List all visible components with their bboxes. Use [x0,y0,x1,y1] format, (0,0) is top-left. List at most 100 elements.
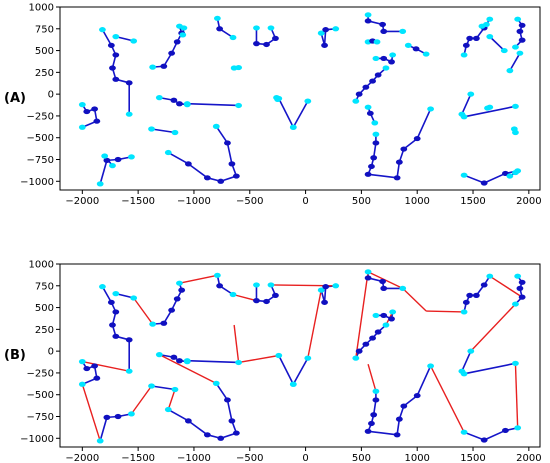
route-node [380,285,388,291]
route-endpoint [229,291,237,298]
x-tick-label: −2000 [65,453,99,463]
route-edge [489,36,505,52]
route-edge [187,102,239,107]
route-node [178,287,186,293]
route-node [370,412,378,418]
route-node [93,118,101,124]
route-endpoint [486,34,494,40]
route-node [395,416,403,422]
route-edge [463,431,485,441]
route-edge [292,357,309,385]
route-endpoint [125,368,133,374]
route-endpoint [373,39,381,45]
route-node [374,329,382,335]
route-endpoint [332,26,340,32]
route-node [168,307,176,313]
route-endpoint [130,38,138,44]
route-endpoint [148,126,155,132]
route-node [412,46,420,52]
route-node [224,397,231,403]
route-endpoint [112,34,120,40]
route-endpoint [128,411,135,417]
route-node [83,108,91,115]
route-node [364,18,372,24]
panel-b: (B) −2000 −1500 −1000 −500 0 500 1000 1500 2000 1… [4,260,542,463]
route-edge [151,128,176,134]
route-endpoint [213,272,221,278]
x-tick-label: 2000 [516,196,541,207]
route-endpoint [267,282,275,288]
route-edge [416,365,432,396]
x-tick-label: −500 [236,453,263,463]
route-edge [483,172,506,184]
y-tick-label: −250 [27,111,54,122]
y-tick-label: 500 [35,46,54,57]
route-edge [463,362,516,375]
route-endpoint [512,103,519,109]
route-node [462,42,470,48]
route-node [232,430,240,436]
route-endpoint [372,55,380,62]
route-endpoint [460,429,468,435]
route-node [322,27,330,33]
route-endpoint [506,68,514,74]
connector-edge [167,389,176,410]
route-node [160,63,168,69]
route-node [272,292,279,298]
route-node [112,309,120,315]
plot-frame [59,6,541,191]
route-endpoint [427,106,435,112]
route-node [232,173,240,179]
x-tick-label: −500 [236,196,263,207]
route-endpoint [229,34,237,41]
route-endpoint [148,383,155,389]
route-endpoint [130,295,138,301]
route-edge [151,385,176,391]
route-node [466,292,474,298]
route-endpoint [155,352,163,358]
route-endpoint [460,309,468,315]
route-node [170,97,178,103]
route-node [109,65,116,71]
x-tick-label: 2000 [516,453,541,463]
route-edge [463,105,516,118]
panel-a: (A) −2000 −1500 −1000 −500 0 500 1000 1500 2000 1… [4,3,542,208]
route-node [93,375,101,381]
route-node [480,437,488,443]
y-tick-label: 1000 [29,3,54,14]
route-edge [461,93,472,115]
connector-edge [159,354,217,385]
route-node [518,279,526,285]
route-node [228,161,236,167]
route-endpoint [317,287,325,293]
x-tick-label: 0 [302,453,308,463]
route-edge [226,142,233,165]
route-node [466,35,474,41]
route-node [125,337,133,343]
route-endpoint [183,358,191,364]
route-node [321,299,328,305]
route-node [369,335,376,341]
route-node [103,414,111,420]
y-tick-label: 250 [35,68,54,79]
route-endpoint [164,149,172,156]
route-endpoint [467,91,475,97]
route-node [388,316,395,322]
route-node [125,80,133,86]
route-edge [396,419,401,435]
y-tick-label: −750 [27,155,54,166]
connector-edge [233,324,240,363]
route-endpoint [352,355,360,361]
route-endpoint [382,65,390,71]
route-edge [187,420,208,436]
x-tick-label: 1500 [460,196,485,207]
route-endpoint [364,12,372,18]
route-endpoint [267,25,275,31]
connector-edge [232,293,257,302]
route-endpoint [389,309,397,315]
route-edge [167,408,189,422]
route-edge [278,355,295,385]
route-edge [99,160,108,185]
route-node [518,294,526,300]
connector-edge [238,354,279,364]
